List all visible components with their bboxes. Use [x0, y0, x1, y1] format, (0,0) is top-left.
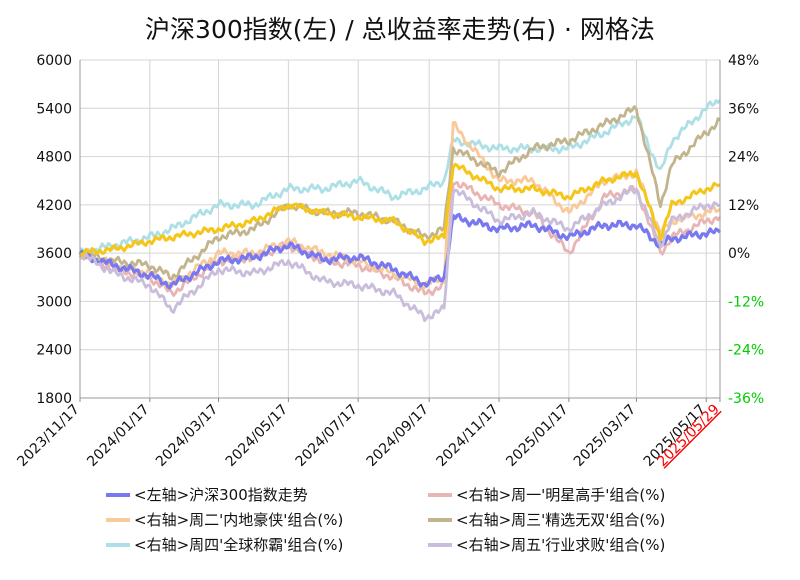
x-axis-tick-label: 2025/01/17: [503, 402, 571, 470]
left-axis-tick: 4200: [36, 198, 72, 214]
left-axis-tick: 6000: [36, 53, 72, 69]
overlay-line: [78, 162, 721, 258]
right-axis-tick: -36%: [728, 391, 764, 407]
chart-title: 沪深300指数(左) / 总收益率走势(右) · 网格法: [145, 15, 655, 44]
legend-label: <右轴>周二'内地豪侠'组合(%): [134, 511, 343, 529]
x-axis-tick-label: 2024/05/17: [223, 402, 291, 470]
series-line: [78, 212, 722, 290]
axes: 6000 5400 4800 4200 3600 3000 2400 1800 48% 36% 24…: [14, 53, 764, 470]
series-lines: [78, 99, 722, 323]
legend-label: <右轴>周四'全球称霸'组合(%): [134, 536, 343, 554]
right-axis-tick: 12%: [728, 198, 759, 214]
x-axis-tick-label: 2024/01/17: [84, 402, 152, 470]
x-axis-tick-label: 2023/11/17: [14, 402, 82, 470]
left-axis-tick: 2400: [36, 343, 72, 359]
right-axis-tick: 48%: [728, 53, 759, 69]
x-axis-tick-label: 2024/11/17: [433, 402, 501, 470]
left-axis-tick: 1800: [36, 391, 72, 407]
legend-label: <左轴>沪深300指数走势: [134, 486, 308, 504]
left-axis-tick: 3000: [36, 294, 72, 310]
right-axis-tick: 0%: [728, 246, 750, 262]
x-axis-tick-label: 2024/03/17: [153, 402, 221, 470]
right-axis-tick: -24%: [728, 343, 764, 359]
right-axis-tick: 36%: [728, 101, 759, 117]
left-axis-tick: 3600: [36, 246, 72, 262]
legend-label: <右轴>周一'明星高手'组合(%): [456, 486, 665, 504]
x-axis-tick-label: 2024/07/17: [293, 402, 361, 470]
series-line: [79, 99, 722, 257]
legend-label: <右轴>周三'精选无双'组合(%): [456, 511, 665, 529]
x-axis-tick-label: 2024/09/17: [364, 402, 432, 470]
legend: <左轴>沪深300指数走势 <右轴>周一'明星高手'组合(%) <右轴>周二'内地豪…: [106, 486, 665, 554]
right-axis-tick: 24%: [728, 150, 759, 166]
left-axis-tick: 4800: [36, 150, 72, 166]
left-axis-tick: 5400: [36, 101, 72, 117]
right-axis-tick: -12%: [728, 294, 764, 310]
x-axis-tick-label: 2025/03/17: [571, 402, 639, 470]
grid: [79, 59, 720, 399]
legend-label: <右轴>周五'行业求败'组合(%): [456, 536, 665, 554]
series-line: [78, 186, 721, 323]
